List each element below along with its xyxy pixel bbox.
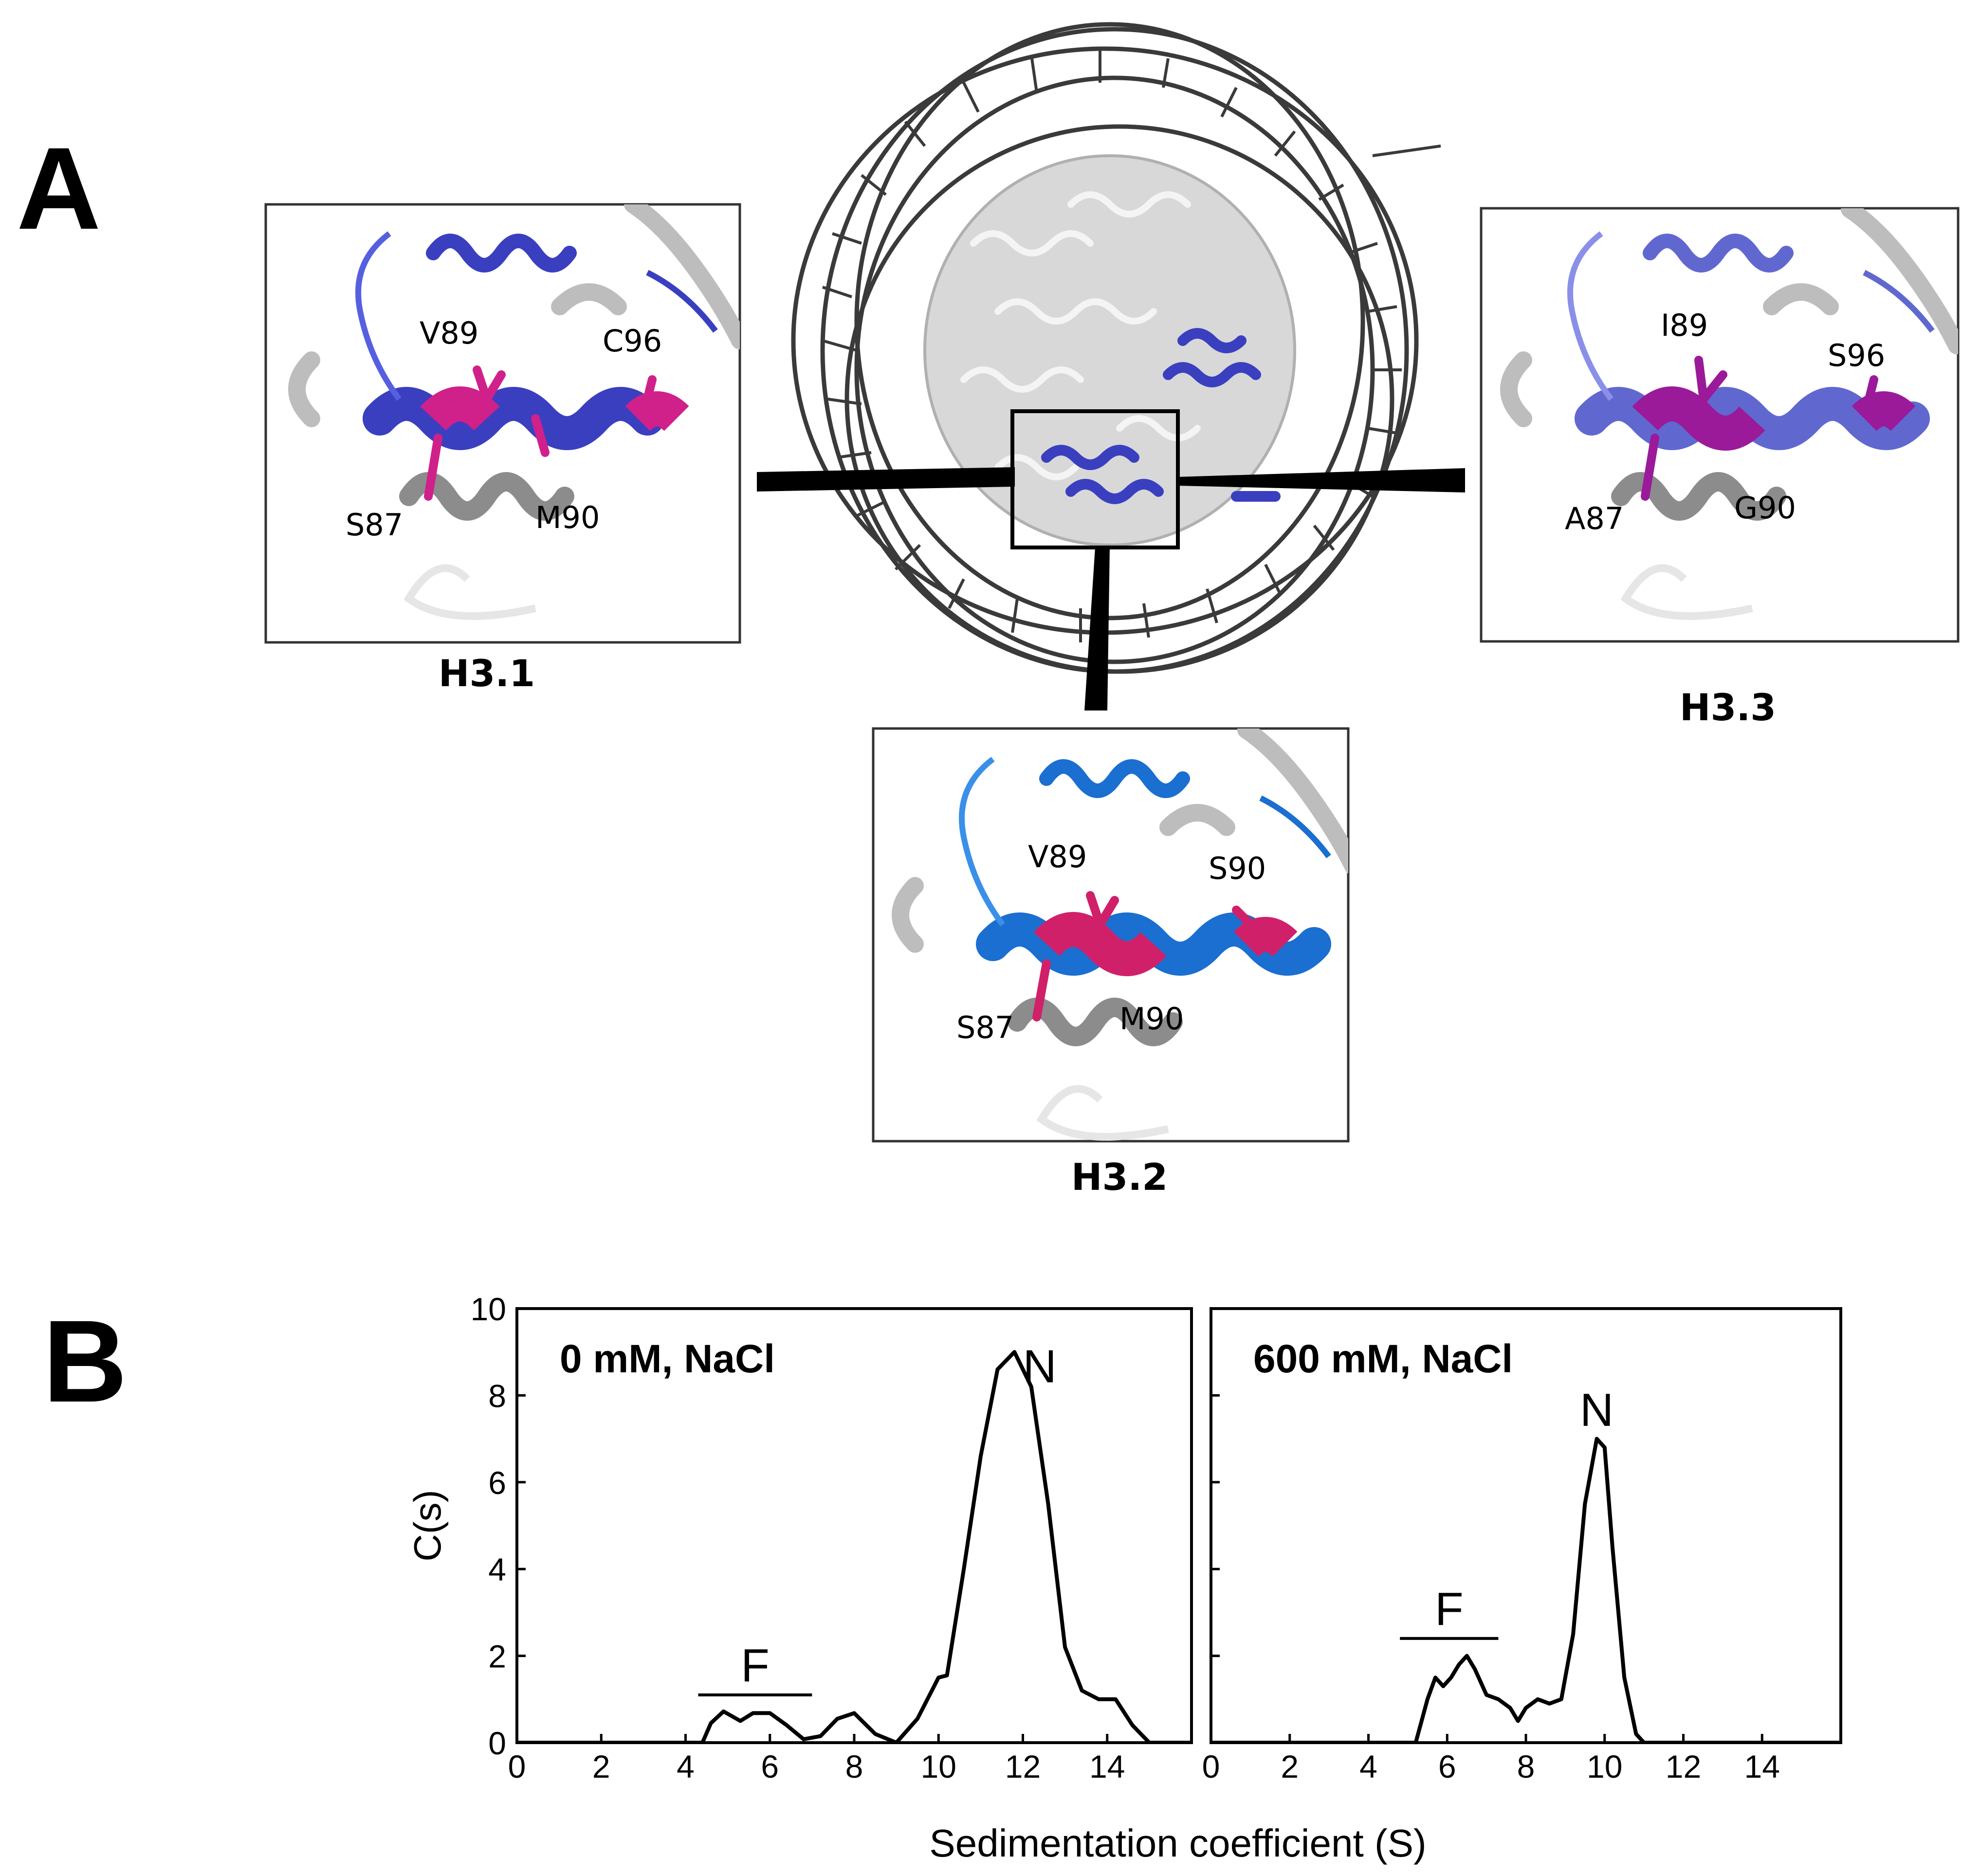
x-tick-label: 4 (677, 1749, 695, 1785)
x-tick-label: 6 (761, 1749, 779, 1785)
x-tick-label: 12 (1666, 1749, 1701, 1785)
inset-caption-h3-1: H3.1 (439, 652, 535, 695)
nucleosome-marker: N (1580, 1384, 1614, 1436)
y-tick-label: 8 (488, 1378, 506, 1414)
pointer-right (1178, 468, 1465, 492)
residue-label: A87 (1565, 501, 1624, 536)
fraction-marker: F (1435, 1583, 1464, 1635)
inset-h3-2: V89 S90 S87 M90 (872, 727, 1350, 1143)
x-tick-label: 14 (1089, 1749, 1125, 1785)
x-tick-label: 8 (1517, 1749, 1535, 1785)
x-tick-label: 0 (1202, 1749, 1220, 1785)
plot-600mm: 0 2 4 6 8 10 12 14 F N 600 mM, NaCl (1202, 1307, 1842, 1785)
residue-label: S87 (346, 507, 403, 543)
x-tick-label: 10 (921, 1749, 956, 1785)
y-axis-label: C(s) (406, 1490, 449, 1561)
plot-0mm: 0 2 4 6 8 10 12 14 0 2 4 6 8 10 F N 0 mM, NaCl (471, 1291, 1193, 1785)
residue-label: V89 (1028, 839, 1087, 874)
nucleosome-structure (791, 22, 1441, 674)
pointer-down (1084, 547, 1110, 710)
x-tick-label: 14 (1744, 1749, 1780, 1785)
x-tick-label: 2 (592, 1749, 610, 1785)
condition-label: 600 mM, NaCl (1253, 1337, 1513, 1381)
y-tick-label: 0 (488, 1725, 506, 1761)
series-line (517, 1350, 1192, 1743)
series-line (1211, 1437, 1841, 1743)
residue-label: M90 (535, 500, 600, 535)
residue-label: S87 (956, 1010, 1014, 1045)
y-tick-label: 10 (471, 1291, 506, 1327)
y-tick-label: 2 (488, 1639, 506, 1675)
x-tick-label: 6 (1438, 1749, 1456, 1785)
y-tick-label: 6 (488, 1465, 506, 1501)
panel-a-label: A (17, 123, 101, 254)
residue-label: I89 (1661, 308, 1708, 343)
inset-caption-h3-3: H3.3 (1680, 686, 1776, 729)
inset-caption-h3-2: H3.2 (1071, 1155, 1168, 1199)
condition-label: 0 mM, NaCl (560, 1337, 775, 1381)
x-tick-label: 10 (1587, 1749, 1622, 1785)
x-tick-label: 4 (1359, 1749, 1377, 1785)
x-tick-label: 0 (508, 1749, 526, 1785)
residue-label: S90 (1209, 851, 1266, 886)
x-tick-label: 2 (1281, 1749, 1299, 1785)
x-axis-label: Sedimentation coefficient (S) (929, 1821, 1426, 1865)
fraction-marker: F (741, 1639, 770, 1692)
residue-label: V89 (420, 315, 478, 351)
pointer-left (757, 467, 1015, 492)
y-tick-label: 4 (488, 1551, 506, 1587)
residue-label: C96 (603, 323, 662, 359)
inset-h3-1: V89 C96 S87 M90 (264, 203, 741, 644)
inset-h3-3: I89 S96 A87 G90 (1480, 207, 1960, 643)
nucleosome-marker: N (1023, 1341, 1056, 1393)
residue-label: G90 (1734, 490, 1796, 526)
panel-b-label: B (43, 1296, 127, 1426)
x-tick-label: 8 (845, 1749, 863, 1785)
residue-label: S96 (1828, 338, 1885, 373)
residue-label: M90 (1119, 1001, 1184, 1037)
x-tick-label: 12 (1005, 1749, 1041, 1785)
